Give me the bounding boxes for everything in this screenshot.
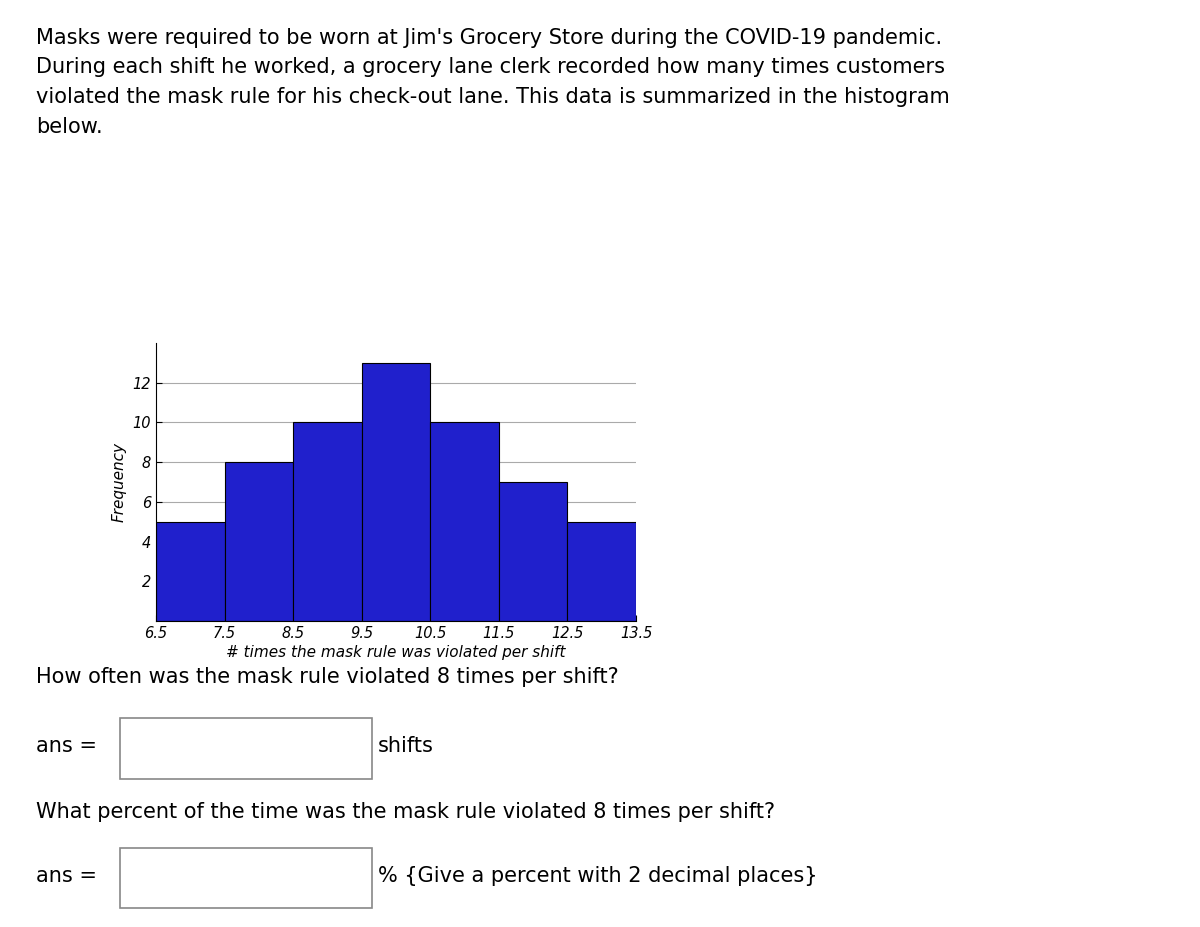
Bar (499, 482, 568, 621)
Y-axis label: Frequency: Frequency (112, 442, 127, 522)
Bar (156, 522, 224, 621)
Text: shifts: shifts (378, 736, 434, 756)
Text: % {Give a percent with 2 decimal places}: % {Give a percent with 2 decimal places} (378, 866, 817, 886)
Text: How often was the mask rule violated 8 times per shift?: How often was the mask rule violated 8 t… (36, 667, 619, 688)
Bar (568, 522, 636, 621)
Bar (293, 423, 361, 621)
Bar (431, 423, 499, 621)
FancyBboxPatch shape (120, 848, 372, 908)
Text: Masks were required to be worn at Jim's Grocery Store during the COVID-19 pandem: Masks were required to be worn at Jim's … (36, 28, 949, 136)
Text: ans =: ans = (36, 736, 103, 756)
X-axis label: # times the mask rule was violated per shift: # times the mask rule was violated per s… (227, 645, 565, 660)
FancyBboxPatch shape (120, 718, 372, 779)
Text: What percent of the time was the mask rule violated 8 times per shift?: What percent of the time was the mask ru… (36, 802, 775, 822)
Bar (361, 362, 431, 621)
Bar (224, 463, 293, 621)
Text: ans =: ans = (36, 866, 103, 886)
